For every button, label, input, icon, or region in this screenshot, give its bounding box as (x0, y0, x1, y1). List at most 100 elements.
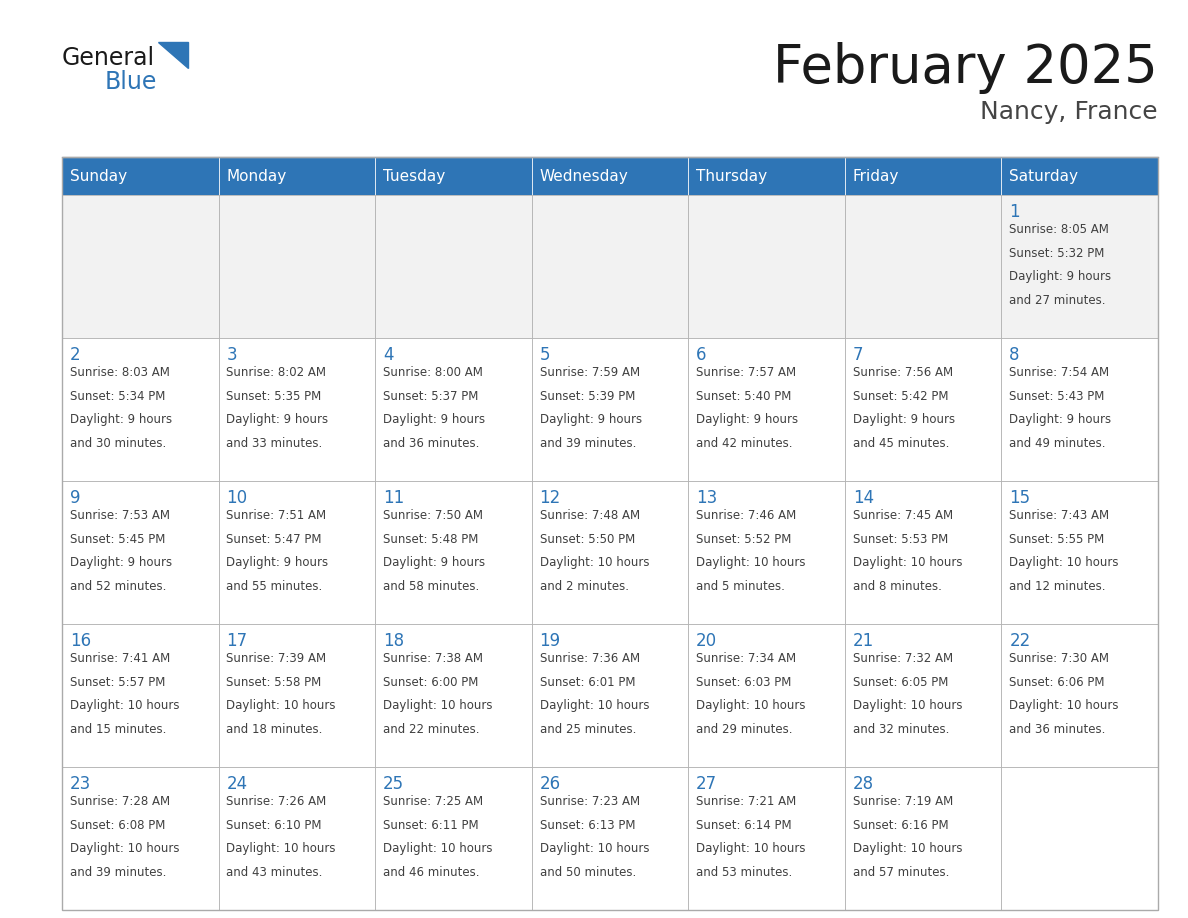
Bar (219, 767, 375, 910)
Text: Daylight: 10 hours: Daylight: 10 hours (70, 700, 179, 712)
Text: 11: 11 (383, 489, 404, 507)
Text: Sunrise: 7:23 AM: Sunrise: 7:23 AM (539, 795, 639, 808)
Bar (62, 157, 219, 195)
Text: Sunset: 5:47 PM: Sunset: 5:47 PM (227, 532, 322, 545)
Bar (845, 481, 1001, 624)
Text: and 45 minutes.: and 45 minutes. (853, 437, 949, 450)
Text: Sunrise: 7:39 AM: Sunrise: 7:39 AM (227, 652, 327, 665)
Text: 21: 21 (853, 632, 874, 650)
Bar (219, 195, 375, 338)
Text: and 42 minutes.: and 42 minutes. (696, 437, 792, 450)
Bar (1001, 195, 1158, 338)
Text: Sunrise: 7:54 AM: Sunrise: 7:54 AM (1010, 366, 1110, 379)
Text: and 39 minutes.: and 39 minutes. (539, 437, 636, 450)
Text: Sunset: 5:55 PM: Sunset: 5:55 PM (1010, 532, 1105, 545)
Bar (1001, 481, 1158, 624)
Text: Daylight: 9 hours: Daylight: 9 hours (70, 413, 172, 426)
Text: Sunset: 5:35 PM: Sunset: 5:35 PM (227, 389, 322, 403)
Text: Monday: Monday (227, 169, 286, 184)
Text: Daylight: 9 hours: Daylight: 9 hours (1010, 270, 1112, 283)
Bar (1001, 157, 1158, 195)
Text: Sunset: 6:10 PM: Sunset: 6:10 PM (227, 819, 322, 832)
Text: 8: 8 (1010, 346, 1019, 364)
Bar (62, 157, 1158, 910)
Text: Sunrise: 7:36 AM: Sunrise: 7:36 AM (539, 652, 639, 665)
Text: Daylight: 9 hours: Daylight: 9 hours (383, 556, 485, 569)
Text: Sunrise: 7:34 AM: Sunrise: 7:34 AM (696, 652, 796, 665)
Text: 25: 25 (383, 775, 404, 793)
Text: 17: 17 (227, 632, 247, 650)
Text: 5: 5 (539, 346, 550, 364)
Text: Blue: Blue (105, 70, 157, 94)
Text: Sunset: 6:01 PM: Sunset: 6:01 PM (539, 676, 636, 688)
Bar (62, 624, 219, 767)
Text: 10: 10 (227, 489, 247, 507)
Text: and 8 minutes.: and 8 minutes. (853, 580, 942, 593)
Bar (532, 481, 688, 624)
Text: Daylight: 10 hours: Daylight: 10 hours (227, 842, 336, 856)
Bar (375, 481, 532, 624)
Text: and 27 minutes.: and 27 minutes. (1010, 294, 1106, 307)
Text: and 30 minutes.: and 30 minutes. (70, 437, 166, 450)
Text: 16: 16 (70, 632, 91, 650)
Text: Sunset: 6:05 PM: Sunset: 6:05 PM (853, 676, 948, 688)
Text: 4: 4 (383, 346, 393, 364)
Text: and 18 minutes.: and 18 minutes. (227, 722, 323, 736)
Text: Nancy, France: Nancy, France (980, 100, 1158, 124)
Bar (375, 195, 532, 338)
Text: Sunset: 6:00 PM: Sunset: 6:00 PM (383, 676, 479, 688)
Text: Sunset: 5:37 PM: Sunset: 5:37 PM (383, 389, 479, 403)
Text: Sunset: 6:08 PM: Sunset: 6:08 PM (70, 819, 165, 832)
Bar (532, 157, 688, 195)
Text: 19: 19 (539, 632, 561, 650)
Text: Sunrise: 7:50 AM: Sunrise: 7:50 AM (383, 509, 484, 522)
Text: 14: 14 (853, 489, 874, 507)
Text: 24: 24 (227, 775, 247, 793)
Bar (845, 338, 1001, 481)
Text: Sunset: 5:45 PM: Sunset: 5:45 PM (70, 532, 165, 545)
Bar (219, 481, 375, 624)
Text: Sunrise: 7:32 AM: Sunrise: 7:32 AM (853, 652, 953, 665)
Text: Sunset: 6:13 PM: Sunset: 6:13 PM (539, 819, 636, 832)
Text: Sunset: 5:50 PM: Sunset: 5:50 PM (539, 532, 634, 545)
Text: Sunset: 6:16 PM: Sunset: 6:16 PM (853, 819, 948, 832)
Text: Sunrise: 7:41 AM: Sunrise: 7:41 AM (70, 652, 170, 665)
Text: Sunrise: 7:26 AM: Sunrise: 7:26 AM (227, 795, 327, 808)
Text: and 52 minutes.: and 52 minutes. (70, 580, 166, 593)
Text: 20: 20 (696, 632, 718, 650)
Text: Sunrise: 7:53 AM: Sunrise: 7:53 AM (70, 509, 170, 522)
Text: and 36 minutes.: and 36 minutes. (1010, 722, 1106, 736)
Text: Sunrise: 7:48 AM: Sunrise: 7:48 AM (539, 509, 639, 522)
Text: Daylight: 10 hours: Daylight: 10 hours (539, 700, 649, 712)
Text: Friday: Friday (853, 169, 899, 184)
Bar (532, 195, 688, 338)
Text: and 55 minutes.: and 55 minutes. (227, 580, 323, 593)
Text: Daylight: 9 hours: Daylight: 9 hours (383, 413, 485, 426)
Text: and 36 minutes.: and 36 minutes. (383, 437, 479, 450)
Bar (219, 338, 375, 481)
Bar (1001, 624, 1158, 767)
Text: Sunset: 5:32 PM: Sunset: 5:32 PM (1010, 247, 1105, 260)
Text: and 49 minutes.: and 49 minutes. (1010, 437, 1106, 450)
Text: Daylight: 10 hours: Daylight: 10 hours (853, 842, 962, 856)
Text: Sunrise: 7:51 AM: Sunrise: 7:51 AM (227, 509, 327, 522)
Text: Daylight: 10 hours: Daylight: 10 hours (1010, 556, 1119, 569)
Text: Daylight: 10 hours: Daylight: 10 hours (383, 700, 493, 712)
Text: Daylight: 9 hours: Daylight: 9 hours (853, 413, 955, 426)
Text: Saturday: Saturday (1010, 169, 1079, 184)
Text: 23: 23 (70, 775, 91, 793)
Text: Daylight: 9 hours: Daylight: 9 hours (70, 556, 172, 569)
Text: Sunrise: 7:30 AM: Sunrise: 7:30 AM (1010, 652, 1110, 665)
Bar (688, 195, 845, 338)
Text: and 53 minutes.: and 53 minutes. (696, 866, 792, 879)
Text: Sunset: 5:57 PM: Sunset: 5:57 PM (70, 676, 165, 688)
Text: Sunset: 6:03 PM: Sunset: 6:03 PM (696, 676, 791, 688)
Text: Sunset: 6:14 PM: Sunset: 6:14 PM (696, 819, 791, 832)
Text: Sunrise: 7:46 AM: Sunrise: 7:46 AM (696, 509, 796, 522)
Text: Sunset: 5:52 PM: Sunset: 5:52 PM (696, 532, 791, 545)
Bar (688, 481, 845, 624)
Text: Daylight: 10 hours: Daylight: 10 hours (696, 556, 805, 569)
Bar (688, 338, 845, 481)
Bar (845, 195, 1001, 338)
Text: Sunrise: 7:57 AM: Sunrise: 7:57 AM (696, 366, 796, 379)
